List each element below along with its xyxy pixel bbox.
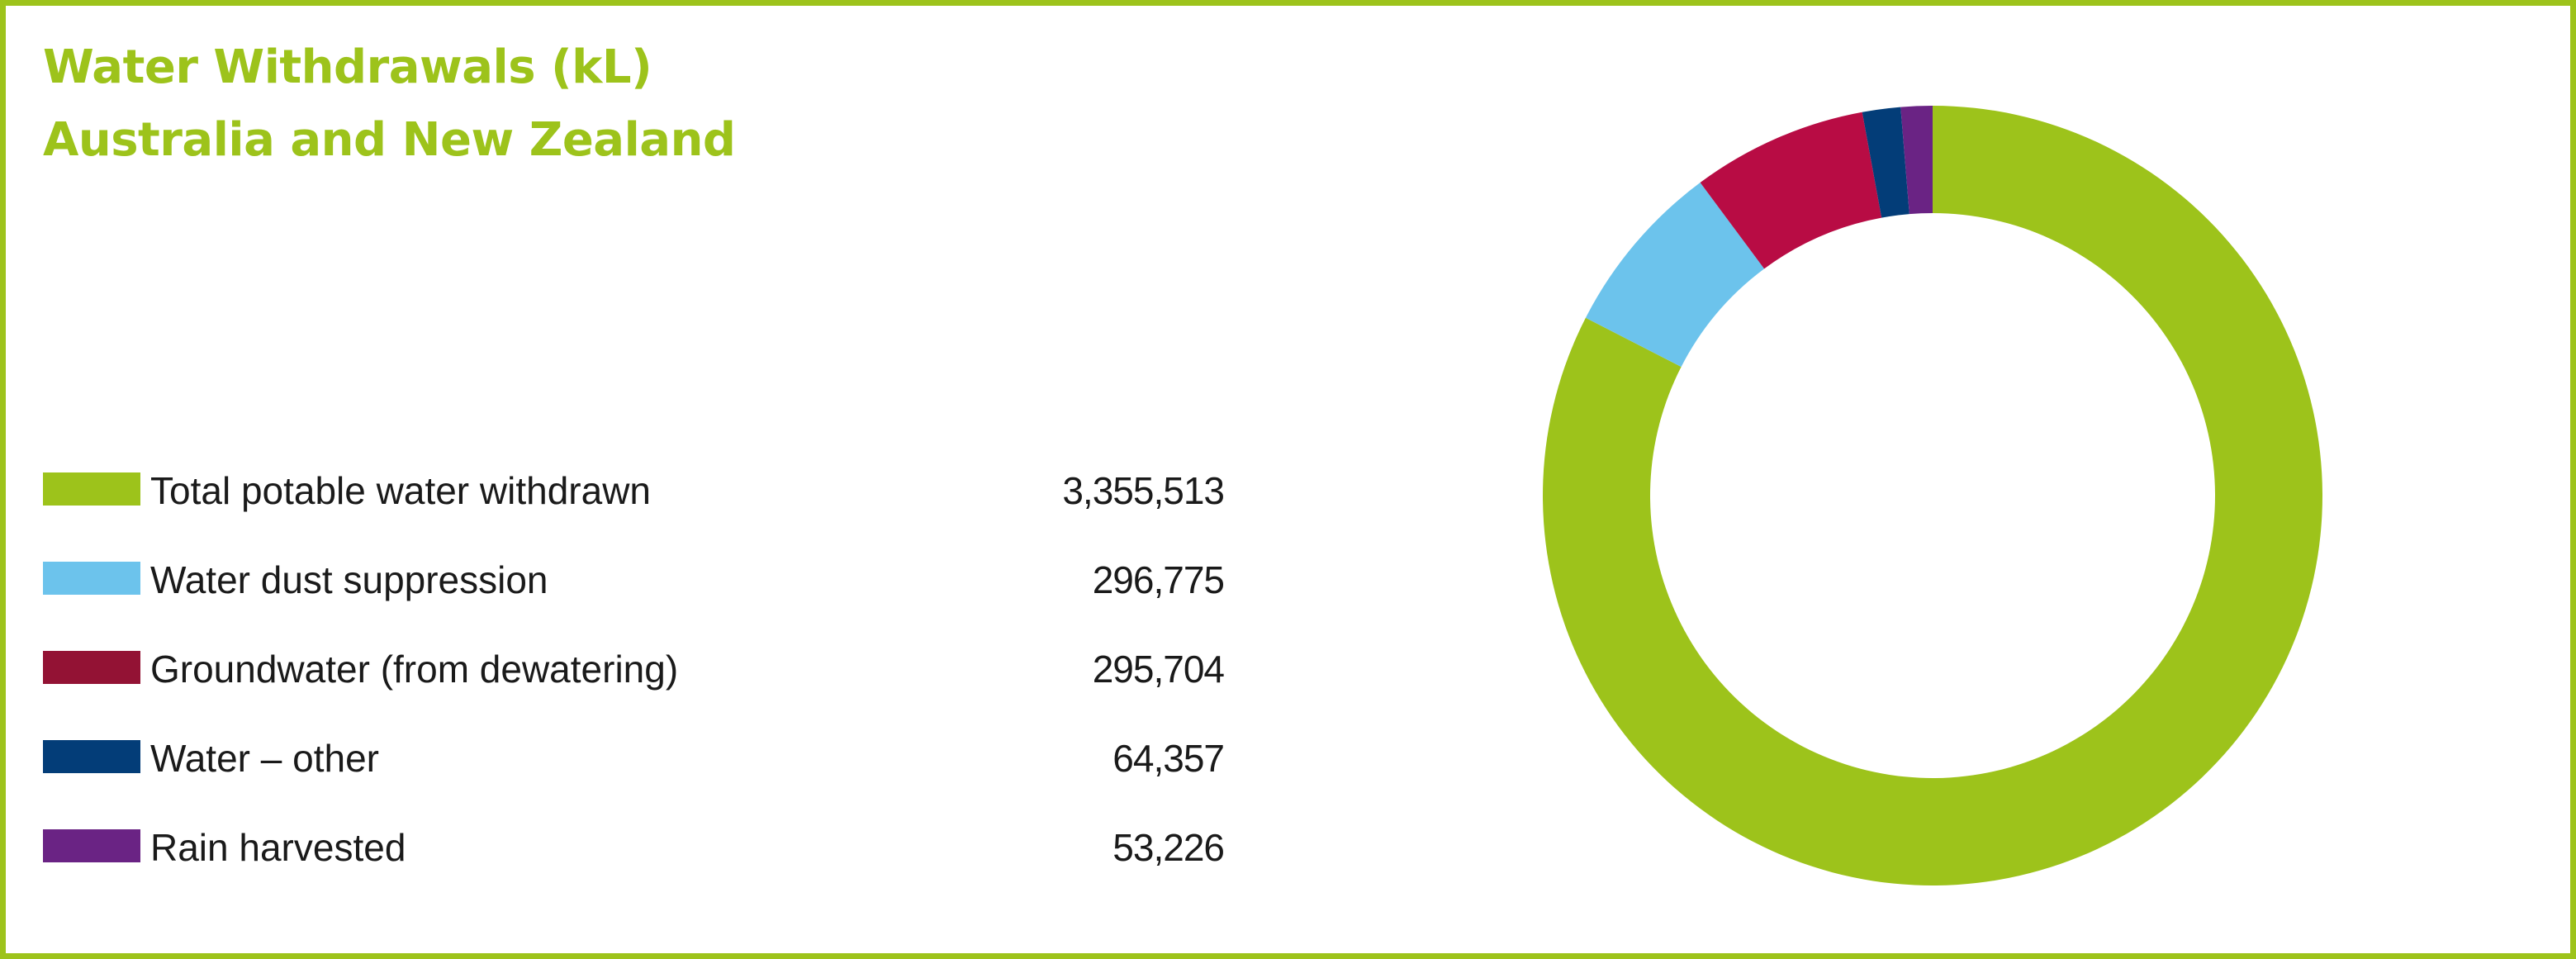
legend-value-potable: 3,355,513 (1062, 469, 1225, 512)
legend-item-rain-harvested: Rain harvested 53,226 (43, 824, 1225, 874)
legend-swatch-groundwater (43, 651, 140, 684)
legend-item-water-other: Water – other 64,357 (43, 735, 1225, 785)
legend-item-dust-suppression: Water dust suppression 296,775 (43, 557, 1225, 606)
legend-label-water-other: Water – other (150, 737, 379, 780)
legend-swatch-dust-suppression (43, 562, 140, 595)
donut-slice-water-other (1862, 107, 1909, 218)
legend-label-rain-harvested: Rain harvested (150, 826, 406, 869)
donut-chart (1543, 106, 2322, 885)
legend-item-groundwater: Groundwater (from dewatering) 295,704 (43, 646, 1225, 696)
legend-value-rain-harvested: 53,226 (1112, 826, 1225, 869)
chart-title-line-2: Australia and New Zealand (43, 113, 736, 167)
chart-title: Water Withdrawals (kL) Australia and New… (43, 31, 736, 177)
donut-slice-dust-suppression (1585, 183, 1765, 368)
legend-swatch-potable (43, 472, 140, 506)
donut-slice-rain-harvested (1900, 106, 1933, 215)
legend-label-groundwater: Groundwater (from dewatering) (150, 648, 679, 691)
legend-swatch-water-other (43, 740, 140, 773)
legend-item-potable: Total potable water withdrawn 3,355,513 (43, 468, 1225, 517)
legend-value-dust-suppression: 296,775 (1092, 558, 1225, 601)
legend-label-dust-suppression: Water dust suppression (150, 558, 548, 601)
legend-label-potable: Total potable water withdrawn (150, 469, 651, 512)
legend-value-groundwater: 295,704 (1092, 648, 1225, 691)
legend-swatch-rain-harvested (43, 829, 140, 862)
donut-slice-groundwater (1700, 112, 1882, 269)
chart-title-line-1: Water Withdrawals (kL) (43, 40, 652, 94)
legend-value-water-other: 64,357 (1112, 737, 1225, 780)
